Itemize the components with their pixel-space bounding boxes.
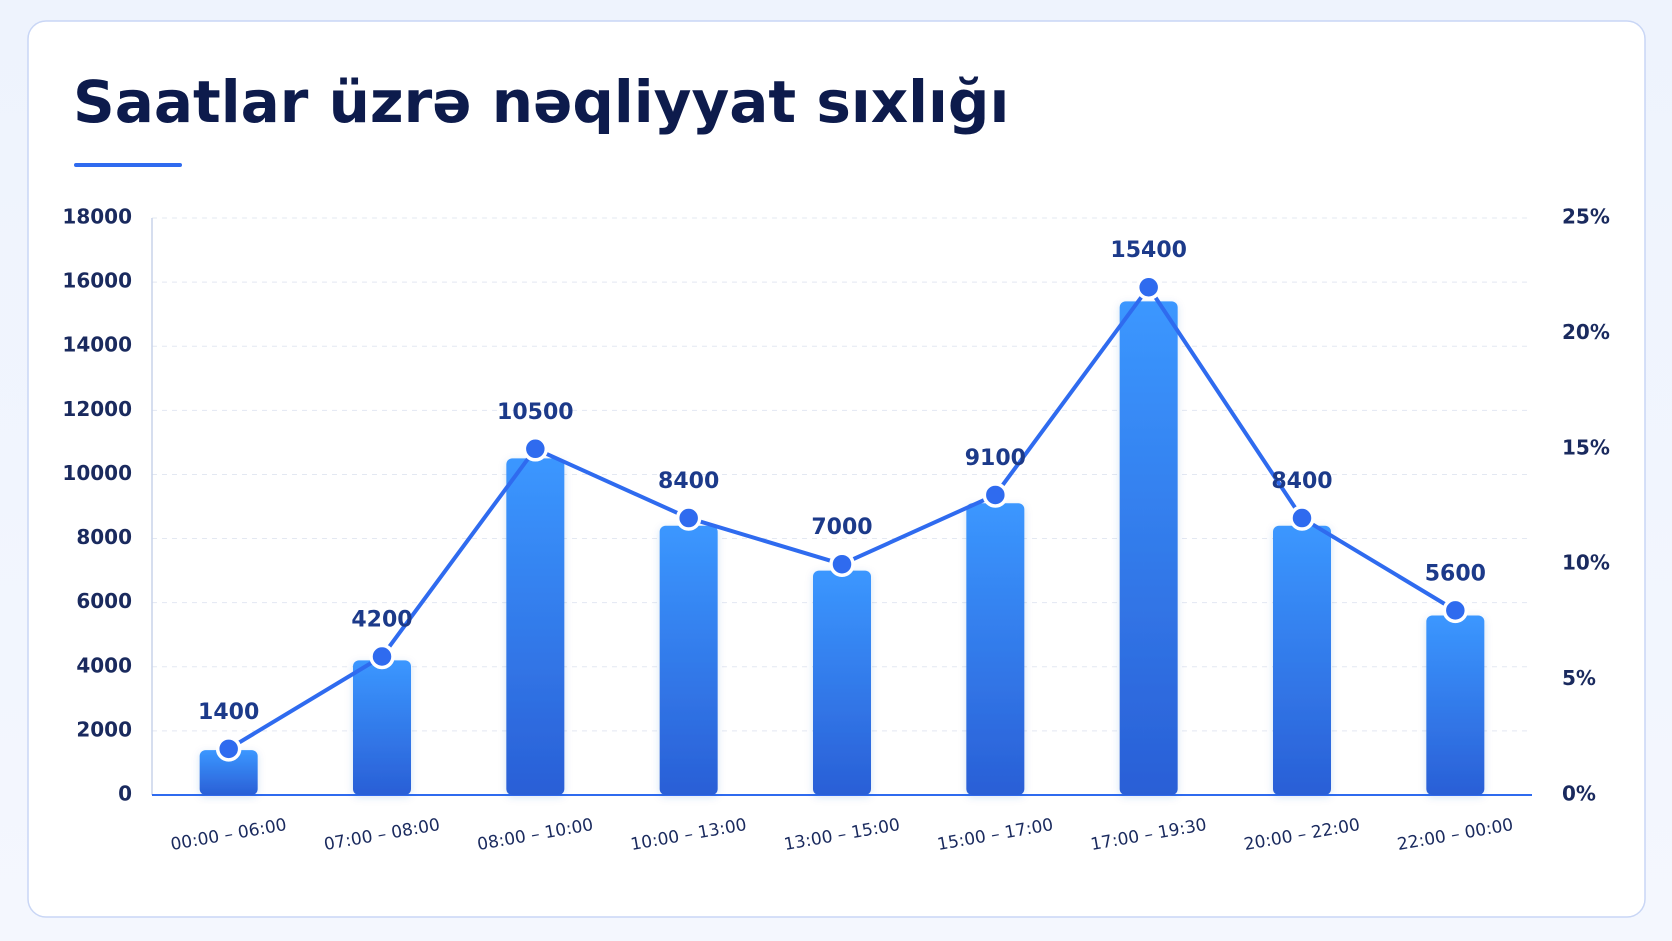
bar: [813, 570, 871, 795]
bar: [966, 503, 1025, 795]
line-marker: [982, 482, 1009, 508]
line-marker: [1135, 274, 1162, 300]
bar: [353, 660, 411, 795]
y2-tick-label: 5%: [1562, 666, 1596, 690]
y-tick-label: 2000: [76, 717, 132, 741]
y2-tick-label: 20%: [1562, 320, 1610, 344]
value-label: 1400: [198, 700, 259, 725]
bar: [1426, 615, 1485, 795]
y2-tick-label: 25%: [1562, 205, 1610, 229]
value-label: 9100: [965, 446, 1026, 471]
bar: [1119, 301, 1178, 795]
bar: [1273, 525, 1331, 795]
value-label: 5600: [1425, 561, 1486, 586]
y-tick-label: 18000: [62, 205, 132, 229]
bar: [506, 458, 565, 795]
value-label: 7000: [811, 515, 872, 540]
line-marker: [215, 736, 242, 762]
y-tick-label: 6000: [76, 589, 132, 613]
y-tick-label: 4000: [76, 653, 132, 677]
y-tick-label: 16000: [62, 269, 132, 293]
line-marker: [675, 505, 702, 531]
y-tick-label: 8000: [76, 525, 132, 549]
y-tick-label: 10000: [62, 461, 132, 485]
value-label: 8400: [1271, 469, 1332, 494]
title-underline: [74, 163, 182, 167]
y2-tick-label: 0%: [1562, 782, 1596, 806]
line-marker: [829, 551, 855, 577]
line-marker: [369, 643, 395, 670]
line-marker: [1289, 505, 1315, 531]
y2-tick-label: 10%: [1562, 551, 1610, 575]
value-label: 8400: [658, 469, 719, 494]
y2-tick-label: 15%: [1562, 435, 1610, 459]
value-label: 4200: [351, 608, 412, 633]
chart-title: Saatlar üzrə nəqliyyat sıxlığı: [73, 68, 1009, 136]
value-label: 10500: [497, 400, 574, 425]
value-label: 15400: [1110, 238, 1187, 263]
line-marker: [1442, 597, 1469, 624]
bar: [199, 750, 258, 795]
card: [27, 20, 1646, 918]
y-tick-label: 14000: [62, 333, 132, 357]
y-tick-label: 12000: [62, 397, 132, 421]
line-marker: [522, 436, 549, 462]
bar: [659, 525, 718, 795]
y-tick-label: 0: [118, 782, 132, 806]
